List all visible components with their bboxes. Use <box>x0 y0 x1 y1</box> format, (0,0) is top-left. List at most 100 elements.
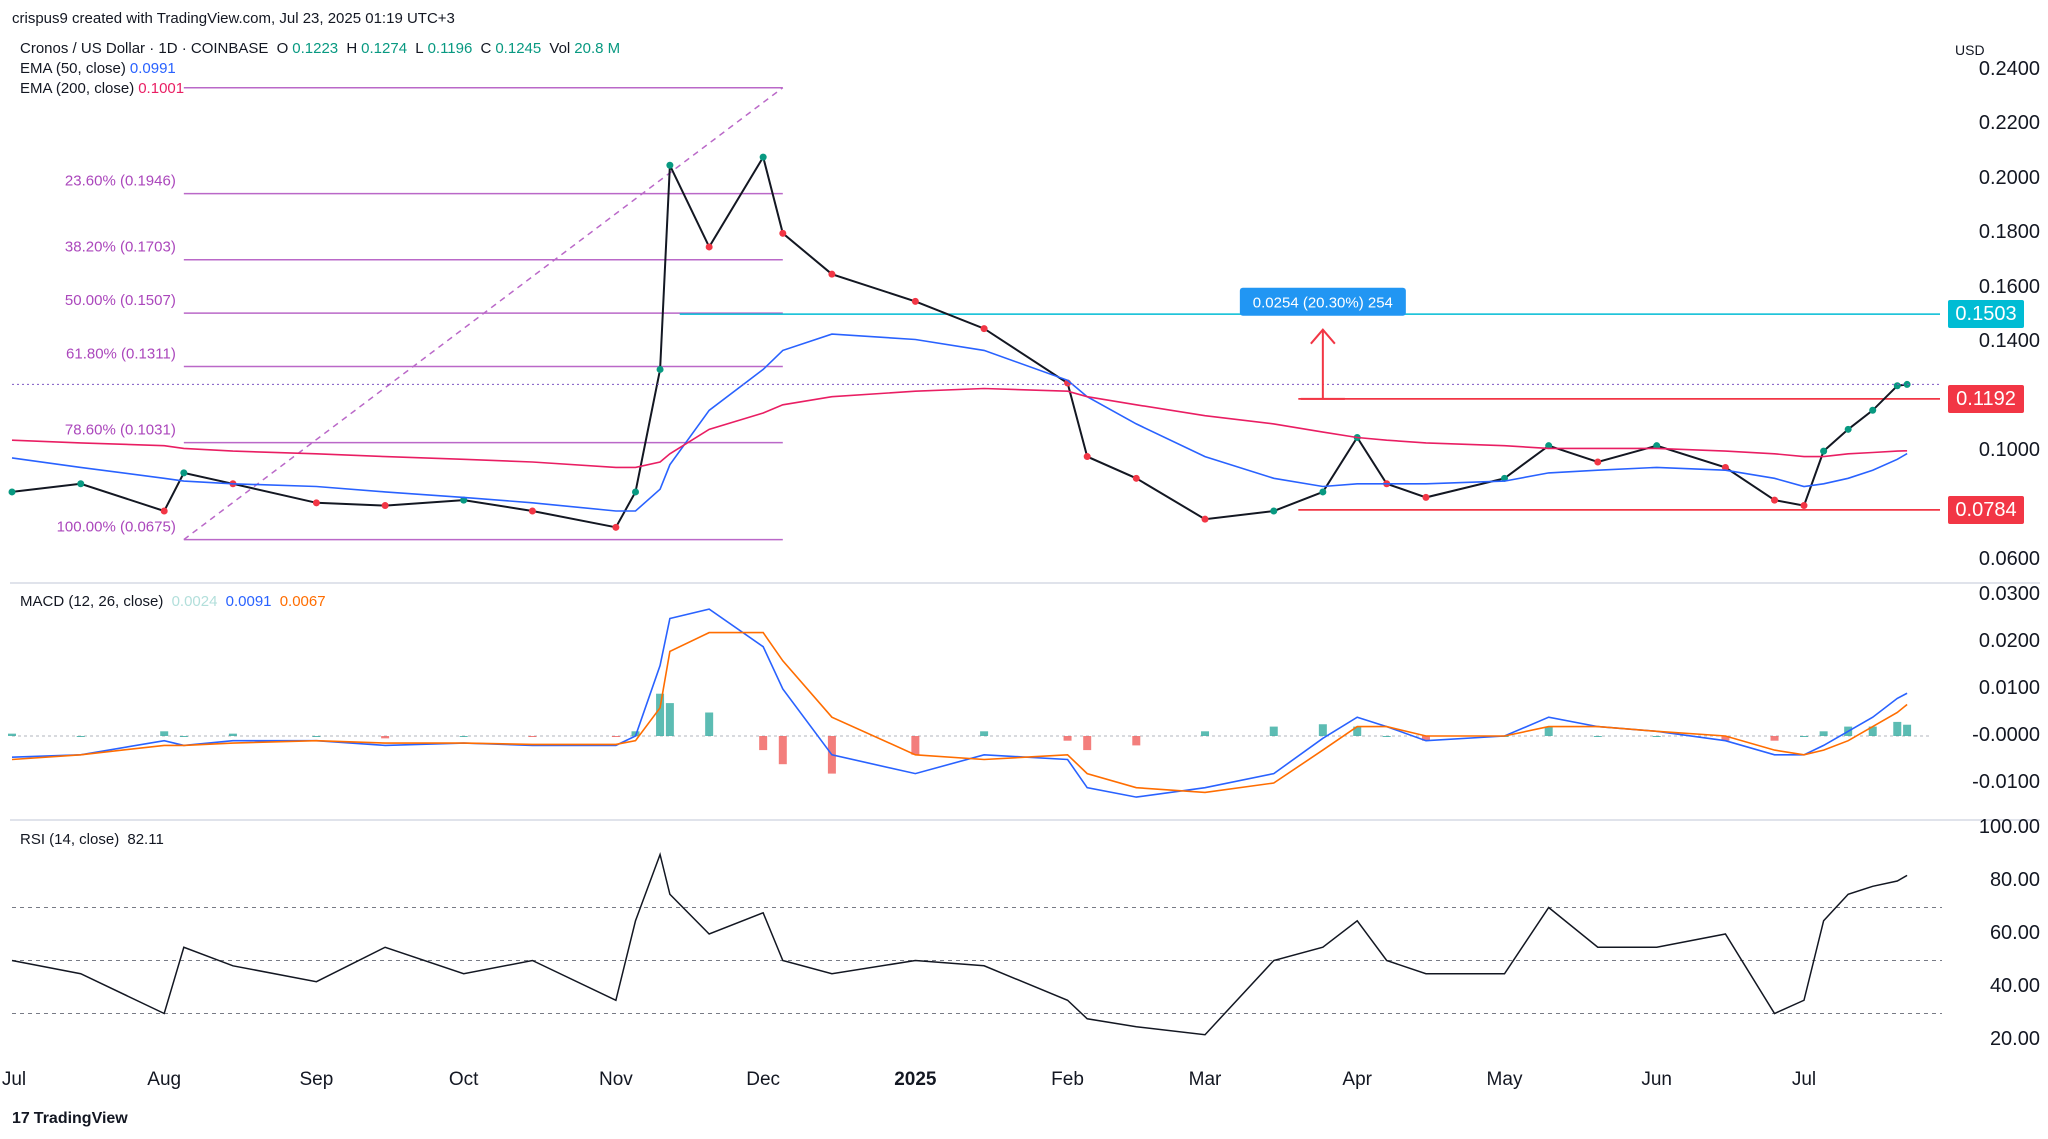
fibonacci-retracement[interactable]: 23.60% (0.1946) 38.20% (0.1703) 50.00% (0.… <box>57 86 784 541</box>
rsi-tick-label: 80.00 <box>1989 869 2040 891</box>
macd-tick-label: 0.0100 <box>1978 677 2040 699</box>
macd-tick-label: 0.0200 <box>1978 630 2040 652</box>
time-axis-label: Oct <box>448 1069 479 1090</box>
low-value: 0.1196 <box>427 40 473 57</box>
ema200-legend[interactable]: EMA (200, close) 0.1001 <box>20 80 188 97</box>
price-point <box>1800 502 1808 510</box>
price-tick-label: 0.1400 <box>1978 330 2040 353</box>
macd-hist-bar <box>911 736 920 755</box>
price-point <box>1132 474 1140 482</box>
rsi-label: RSI (14, close) <box>20 831 120 848</box>
series-line-0 <box>11 154 1908 529</box>
price-point <box>1201 515 1209 523</box>
macd-hist-bar <box>778 736 787 765</box>
currency-label: USD <box>1955 42 1985 58</box>
macd-hist-bar <box>228 733 237 736</box>
volume-label: Vol <box>549 40 571 57</box>
price-point <box>828 270 836 278</box>
tradingview-logo: 17 TradingView <box>12 1110 132 1128</box>
range-rectangle[interactable] <box>679 313 1940 511</box>
price-point <box>1422 493 1430 501</box>
macd-hist-bar <box>1132 736 1141 746</box>
macd-legend[interactable]: MACD (12, 26, close) 0.0024 0.0091 0.006… <box>20 593 330 610</box>
macd-hist-bar <box>1318 724 1327 736</box>
macd-hist-bar <box>1353 726 1362 736</box>
macd-hist-bar <box>179 736 188 737</box>
price-point <box>1893 382 1901 390</box>
macd-hist-bar <box>611 736 620 737</box>
time-axis-label: Jul <box>1791 1069 1817 1090</box>
macd-signal-value: 0.0067 <box>279 593 326 610</box>
fib-level-label: 50.00% (0.1507) <box>65 292 176 309</box>
ema50-value: 0.0991 <box>129 60 176 77</box>
rsi-tick-label: 60.00 <box>1989 922 2040 944</box>
macd-hist-bar <box>1063 736 1072 741</box>
macd-hist-bar <box>1819 731 1828 736</box>
macd-hist-bar <box>160 731 169 736</box>
macd-hist-bar <box>665 703 674 736</box>
created-by-text: crispus9 created with TradingView.com, J… <box>12 10 455 27</box>
macd-hist-bar <box>1903 724 1912 736</box>
price-point <box>612 523 620 531</box>
open-value: 0.1223 <box>292 40 339 57</box>
price-point <box>381 502 389 510</box>
macd-hist-bar <box>1868 726 1877 736</box>
price-point <box>1319 488 1327 496</box>
price-point <box>1270 507 1278 515</box>
footer-brand: TradingView <box>33 1110 128 1127</box>
price-point <box>1653 442 1661 450</box>
time-axis-label: Mar <box>1188 1069 1222 1090</box>
price-badge: 0.1503 <box>1948 300 2024 329</box>
price-point <box>460 496 468 504</box>
rsi-line <box>11 851 1908 1036</box>
macd-hist-bar <box>1893 721 1902 736</box>
high-label: H <box>346 40 358 57</box>
macd-tick-label: -0.0100 <box>1972 771 2040 793</box>
measure-tool[interactable]: 0.0254 (20.30%) 254 <box>1239 287 1406 400</box>
macd-hist-bar <box>8 733 16 736</box>
rsi-legend[interactable]: RSI (14, close) 82.11 <box>20 831 168 848</box>
price-point <box>1771 496 1779 504</box>
price-tick-label: 0.1600 <box>1978 275 2040 298</box>
macd-signal-line <box>11 631 1908 794</box>
macd-hist-bar <box>1201 731 1210 736</box>
price-tick-label: 0.2000 <box>1978 166 2040 189</box>
price-point <box>705 243 713 251</box>
macd-hist-bar <box>1269 726 1278 736</box>
close-label: C <box>480 40 492 57</box>
macd-tick-label: 0.0300 <box>1978 583 2040 605</box>
macd-label: MACD (12, 26, close) <box>20 593 164 610</box>
price-point <box>1721 463 1729 471</box>
macd-pane <box>8 608 1932 798</box>
ema50-legend[interactable]: EMA (50, close) 0.0991 <box>20 60 180 77</box>
price-point <box>779 229 787 237</box>
open-label: O <box>276 40 289 57</box>
fib-level-label: 23.60% (0.1946) <box>65 173 176 190</box>
macd-tick-label: -0.0000 <box>1972 724 2040 746</box>
fib-level-label: 61.80% (0.1311) <box>66 345 176 362</box>
ema200-label: EMA (200, close) <box>20 80 135 97</box>
price-point <box>632 488 640 496</box>
symbol-legend[interactable]: Cronos / US Dollar · 1D · COINBASE O 0.12… <box>20 40 624 57</box>
time-axis-label: Jun <box>1641 1069 1673 1090</box>
fib-level-label: 78.60% (0.1031) <box>65 422 176 439</box>
macd-hist-bar <box>759 736 768 751</box>
price-tick-label: 0.2200 <box>1978 112 2040 135</box>
price-series[interactable] <box>8 153 1943 531</box>
macd-hist-bar <box>381 736 390 739</box>
rsi-tick-label: 20.00 <box>1989 1028 2040 1050</box>
price-tick-label: 0.0600 <box>1978 548 2040 570</box>
price-tick-label: 0.2400 <box>1978 58 2040 80</box>
macd-hist-bar <box>1770 736 1779 741</box>
macd-hist-bar <box>705 712 714 736</box>
price-point <box>1545 442 1553 450</box>
macd-hist-bar <box>1593 736 1602 737</box>
macd-hist-bar <box>1421 736 1430 741</box>
measure-label-box <box>1239 287 1406 316</box>
tradingview-logo-icon: 17 <box>12 1110 30 1127</box>
time-axis-label: Sep <box>299 1069 334 1090</box>
price-point <box>911 297 919 305</box>
price-badge: 0.1192 <box>1948 384 2024 413</box>
macd-hist-value: 0.0024 <box>171 593 218 610</box>
price-tick-label: 0.1000 <box>1978 439 2040 462</box>
